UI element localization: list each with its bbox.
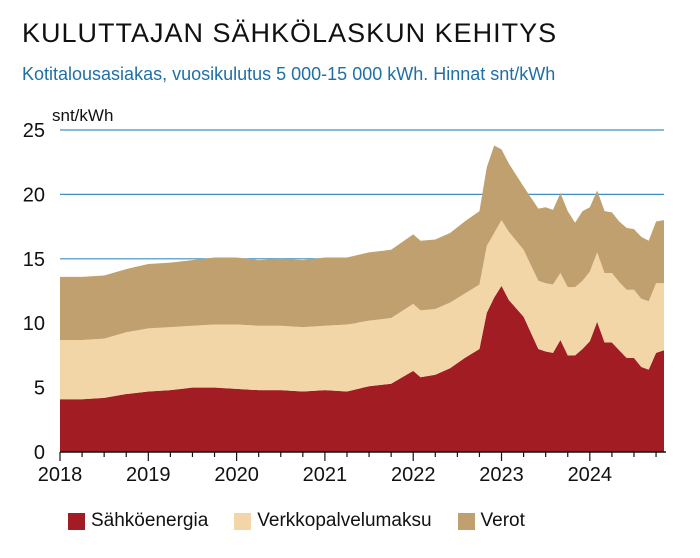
legend-label-energy: Sähköenergia — [91, 510, 209, 531]
area-network — [60, 220, 664, 400]
y-tick-label: 25 — [23, 120, 45, 142]
area-taxes — [60, 145, 664, 340]
legend-item-taxes: Verot — [457, 510, 525, 532]
axes: 0 5 10 15 20 25 2018 2019 2020 2021 2022 2023 2024 — [23, 120, 666, 486]
x-tick-label: 2019 — [126, 464, 171, 486]
x-tick-label: 2020 — [214, 464, 259, 486]
x-tick-label: 2024 — [568, 464, 613, 486]
legend-swatch-energy — [68, 512, 85, 530]
legend-swatch-network — [234, 512, 252, 530]
legend-item-network: Verkkopalvelumaksu — [234, 510, 432, 532]
legend: Sähköenergia Verkkopalvelumaksu Verot — [68, 510, 551, 532]
y-axis-label: snt/kWh — [52, 106, 113, 125]
y-tick-label: 20 — [23, 184, 45, 206]
x-tick-label: 2018 — [38, 464, 83, 486]
x-tick-label: 2023 — [479, 464, 524, 486]
area-series — [60, 145, 664, 452]
area-energy — [60, 285, 664, 452]
legend-label-taxes: Verot — [480, 510, 525, 531]
chart-title: KULUTTAJAN SÄHKÖLASKUN KEHITYS — [22, 18, 558, 48]
chart-subtitle: Kotitalousasiakas, vuosikulutus 5 000-15… — [22, 64, 556, 84]
legend-item-energy: Sähköenergia — [68, 510, 208, 532]
y-tick-label: 10 — [23, 313, 45, 335]
y-tick-label: 5 — [34, 378, 45, 400]
legend-swatch-taxes — [457, 512, 475, 530]
legend-label-network: Verkkopalvelumaksu — [257, 510, 432, 531]
x-tick-label: 2021 — [303, 464, 348, 486]
y-tick-label: 15 — [23, 249, 45, 271]
y-tick-label: 0 — [34, 442, 45, 464]
x-tick-label: 2022 — [391, 464, 436, 486]
